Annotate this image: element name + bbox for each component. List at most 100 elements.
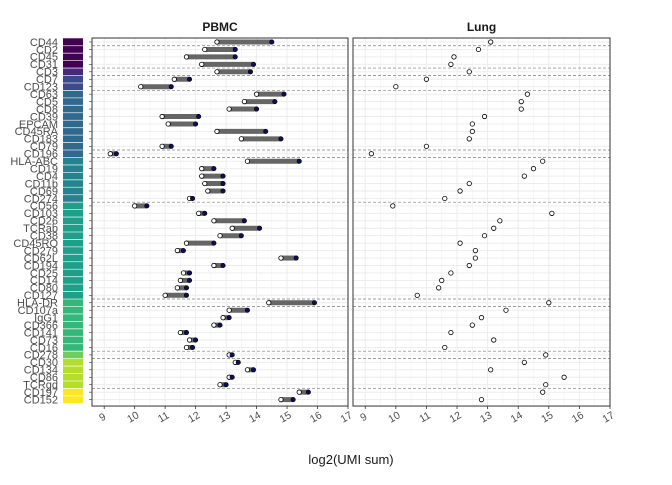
dumbbell-low-point xyxy=(481,233,488,239)
dumbbell-high-point xyxy=(238,233,244,239)
dumbbell-high-point xyxy=(281,91,287,97)
dumbbell-low-point xyxy=(211,322,217,328)
marker-label: CD45 xyxy=(30,52,58,64)
dumbbell-low-point xyxy=(530,166,537,172)
dumbbell-low-point xyxy=(543,382,549,388)
dumbbell-low-point xyxy=(217,233,223,239)
dumbbell-low-point xyxy=(491,337,497,343)
marker-label: CD123 xyxy=(24,82,58,94)
dumbbell-high-point xyxy=(229,352,235,358)
dumbbell-high-point xyxy=(190,344,196,350)
dumbbell-high-point xyxy=(220,173,226,179)
dumbbell-low-point xyxy=(451,54,457,60)
marker-label: IgG1 xyxy=(34,312,58,324)
x-axis-title: log2(UMI sum) xyxy=(308,452,393,467)
dumbbell-high-point xyxy=(196,114,202,120)
marker-label: TCRgd xyxy=(23,380,58,392)
dumbbell-low-point xyxy=(448,270,454,276)
marker-label: CD278 xyxy=(24,350,58,362)
dumbbell-low-point xyxy=(162,292,168,298)
dumbbell-high-point xyxy=(254,106,260,112)
dumbbell-high-point xyxy=(232,46,238,52)
marker-group-color-block xyxy=(63,202,83,300)
dumbbell-low-point xyxy=(278,255,284,261)
dumbbell-low-point xyxy=(466,180,472,187)
marker-label: CD134 xyxy=(24,365,58,377)
dumbbell-low-point xyxy=(478,315,485,321)
dumbbell-high-point xyxy=(251,367,257,373)
dumbbell-low-point xyxy=(220,315,226,321)
marker-label: CD80 xyxy=(30,283,58,295)
dumbbell-high-point xyxy=(187,277,193,283)
dumbbell-high-point xyxy=(272,99,278,105)
marker-group-color-block xyxy=(63,38,83,46)
dumbbell-high-point xyxy=(232,54,238,60)
x-tick-label: 16 xyxy=(570,409,586,425)
dumbbell-low-point xyxy=(205,188,211,194)
dumbbell-low-point xyxy=(540,389,546,395)
dumbbell-high-point xyxy=(211,166,217,172)
marker-label: CD63 xyxy=(30,89,58,101)
facet-title: Lung xyxy=(467,20,496,34)
marker-label: CD62L xyxy=(24,253,58,265)
dumbbell-low-point xyxy=(278,396,284,403)
dumbbell-low-point xyxy=(448,329,454,336)
marker-label: TCRab xyxy=(23,223,58,235)
dumbbell-low-point xyxy=(521,173,527,179)
dumbbell-low-point xyxy=(475,46,482,53)
dumbbell-high-point xyxy=(241,218,247,224)
dumbbell-low-point xyxy=(214,128,220,134)
marker-label: CD103 xyxy=(24,208,58,220)
dumbbell-high-point xyxy=(235,359,241,365)
dumbbell-low-point xyxy=(138,84,144,90)
marker-group-color-block xyxy=(63,68,83,76)
dumbbell-low-point xyxy=(229,225,235,231)
dumbbell-low-point xyxy=(174,248,180,254)
dumbbell-low-point xyxy=(174,285,180,291)
dumbbell-low-point xyxy=(241,99,247,105)
facet-title: PBMC xyxy=(202,20,238,34)
dumbbell-low-point xyxy=(478,396,485,403)
marker-group-color-block xyxy=(63,299,83,307)
marker-label: CD38 xyxy=(30,231,58,243)
dumbbell-high-point xyxy=(311,300,317,306)
marker-label: CD152 xyxy=(24,394,58,406)
dumbbell-high-point xyxy=(183,292,189,298)
dumbbell-low-point xyxy=(202,46,208,53)
dumbbell-low-point xyxy=(159,113,165,120)
x-tick-label: 10 xyxy=(125,409,141,425)
dumbbell-low-point xyxy=(466,136,472,142)
dumbbell-low-point xyxy=(481,113,488,120)
dumbbell-high-point xyxy=(257,225,263,231)
dumbbell-low-point xyxy=(518,99,524,105)
dumbbell-low-point xyxy=(439,277,445,283)
x-tick-label: 15 xyxy=(539,409,555,425)
marker-label: CD73 xyxy=(30,335,58,347)
dumbbell-high-point xyxy=(220,262,226,268)
dumbbell-high-point xyxy=(183,285,189,291)
marker-label: CD69 xyxy=(30,186,58,198)
dumbbell-high-point xyxy=(183,330,189,336)
marker-label: CD3 xyxy=(36,67,58,79)
dumbbell-low-point xyxy=(183,344,190,351)
dumbbell-low-point xyxy=(549,210,555,216)
marker-label: CD39 xyxy=(30,111,58,123)
dumbbell-high-point xyxy=(193,337,199,343)
dumbbell-low-point xyxy=(423,143,430,149)
marker-label: CD25 xyxy=(30,268,58,280)
dumbbell-low-point xyxy=(466,69,472,75)
x-tick-label: 16 xyxy=(308,409,324,425)
dumbbell-low-point xyxy=(226,307,232,313)
dumbbell-high-point xyxy=(263,128,269,134)
dumbbell-low-point xyxy=(214,69,220,75)
dumbbell-high-point xyxy=(180,248,186,254)
dumbbell-low-point xyxy=(390,203,396,209)
marker-group-color-block xyxy=(63,45,83,69)
dumbbell-low-point xyxy=(436,285,442,291)
dumbbell-low-point xyxy=(457,188,463,194)
marker-label: CD45RA xyxy=(15,126,59,138)
dumbbell-low-point xyxy=(226,106,232,112)
marker-label: CD45RO xyxy=(13,238,58,250)
marker-label: CD2 xyxy=(36,44,58,56)
